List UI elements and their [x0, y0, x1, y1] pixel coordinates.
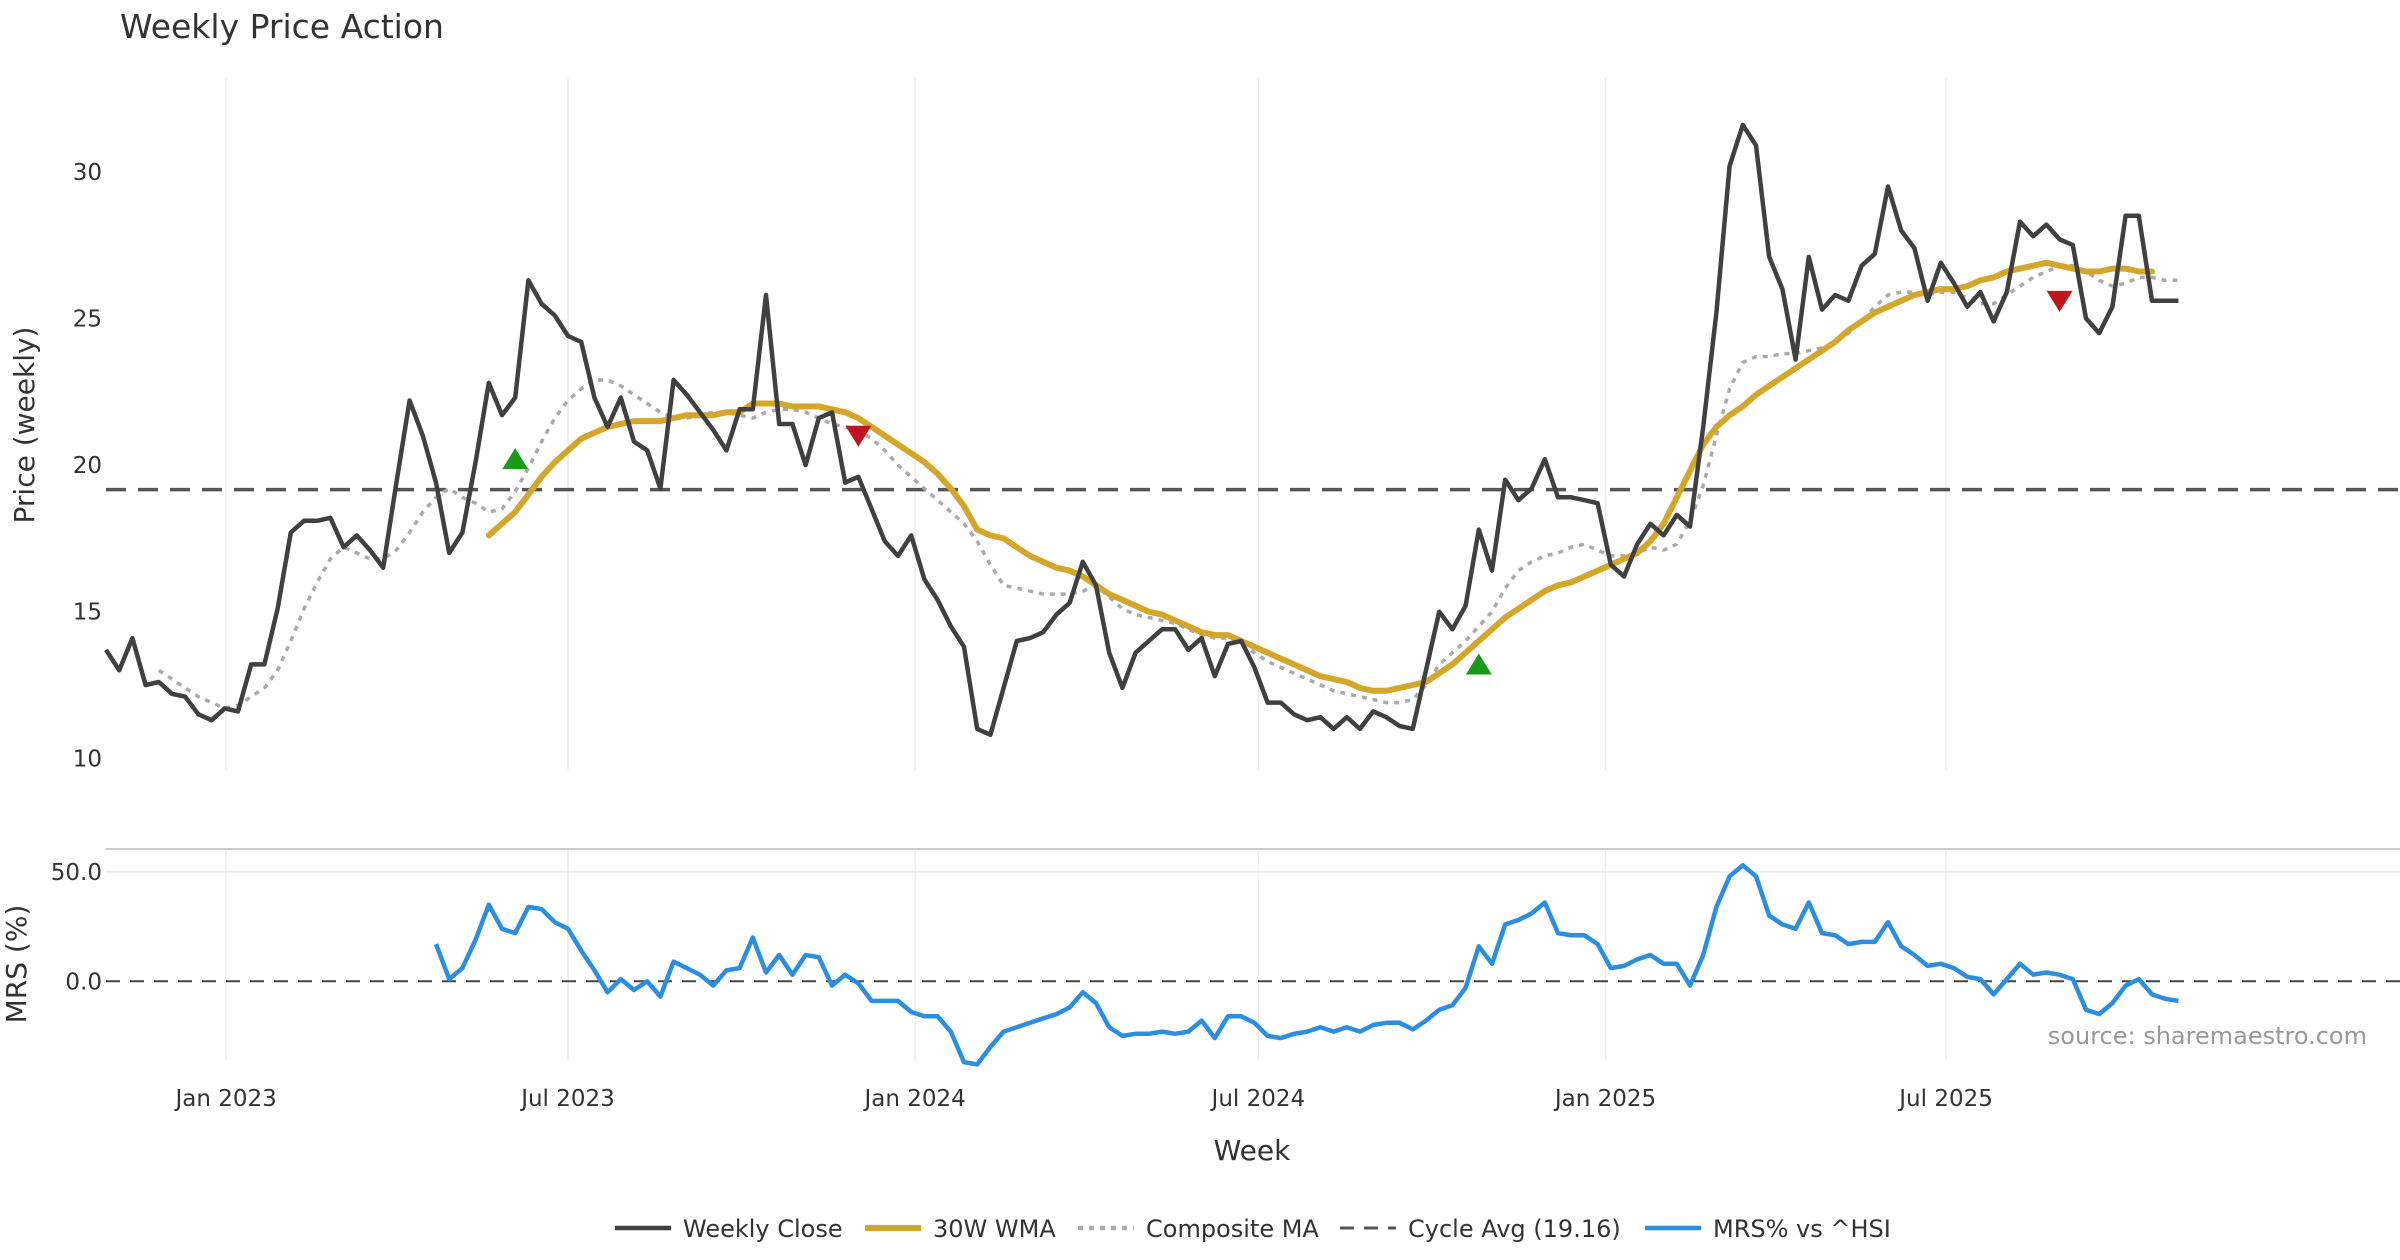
grid-layer	[106, 78, 2400, 1060]
mrs-y-tick-label: 0.0	[65, 969, 102, 995]
series-layer	[104, 122, 2179, 1067]
price-y-tick-label: 10	[73, 746, 102, 772]
mrs-line	[433, 863, 2179, 1067]
x-tick-label: Jul 2025	[1897, 1086, 1993, 1112]
wma-30w-line	[485, 259, 2155, 694]
x-axis-title: Week	[1214, 1134, 1291, 1167]
price-y-tick-label: 20	[73, 453, 102, 479]
legend: Weekly Close 30W WMA Composite MA Cycle Avg…	[615, 1215, 1891, 1243]
sell-signal-marker	[845, 425, 872, 447]
chart-title: Weekly Price Action	[120, 7, 444, 46]
legend-label-mrs: MRS% vs ^HSI	[1713, 1215, 1891, 1243]
buy-signal-marker	[502, 448, 529, 470]
composite-ma-line	[157, 263, 2179, 711]
price-y-ticks: 10 15 20 25 30	[73, 160, 102, 772]
x-tick-label: Jul 2023	[519, 1086, 615, 1112]
price-y-axis-title: Price (weekly)	[8, 327, 41, 524]
weekly-close-line	[104, 122, 2179, 738]
signal-layer	[502, 290, 2073, 675]
legend-label-close: Weekly Close	[683, 1215, 843, 1243]
x-tick-label: Jan 2025	[1553, 1086, 1656, 1112]
reference-lines	[106, 487, 2400, 983]
legend-label-composite: Composite MA	[1146, 1215, 1319, 1243]
x-tick-label: Jan 2024	[863, 1086, 966, 1112]
legend-label-wma: 30W WMA	[933, 1215, 1056, 1243]
price-y-tick-label: 25	[73, 306, 102, 332]
x-tick-label: Jul 2024	[1210, 1086, 1306, 1112]
legend-label-cycle: Cycle Avg (19.16)	[1408, 1215, 1621, 1243]
mrs-y-axis-title: MRS (%)	[0, 905, 33, 1024]
buy-signal-marker	[1465, 653, 1492, 675]
price-y-tick-label: 15	[73, 600, 102, 626]
source-label: source: sharemaestro.com	[2048, 1022, 2367, 1050]
price-y-tick-label: 30	[73, 160, 102, 186]
x-ticks: Jan 2023 Jul 2023 Jan 2024 Jul 2024 Jan 2025…	[173, 1086, 1992, 1112]
mrs-y-tick-label: 50.0	[51, 860, 102, 886]
sell-signal-marker	[2046, 290, 2073, 312]
x-tick-label: Jan 2023	[173, 1086, 276, 1112]
mrs-y-ticks: 0.0 50.0	[51, 860, 102, 995]
